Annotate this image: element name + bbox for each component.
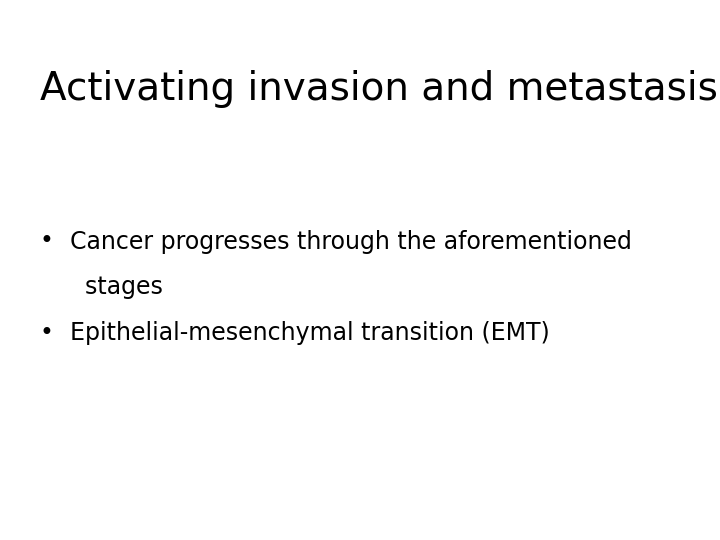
Text: •: • [40,321,53,345]
Text: Activating invasion and metastasis: Activating invasion and metastasis [40,70,717,108]
Text: Epithelial-mesenchymal transition (EMT): Epithelial-mesenchymal transition (EMT) [70,321,549,345]
Text: Cancer progresses through the aforementioned: Cancer progresses through the aforementi… [70,230,631,253]
Text: stages: stages [70,275,163,299]
Text: •: • [40,230,53,253]
